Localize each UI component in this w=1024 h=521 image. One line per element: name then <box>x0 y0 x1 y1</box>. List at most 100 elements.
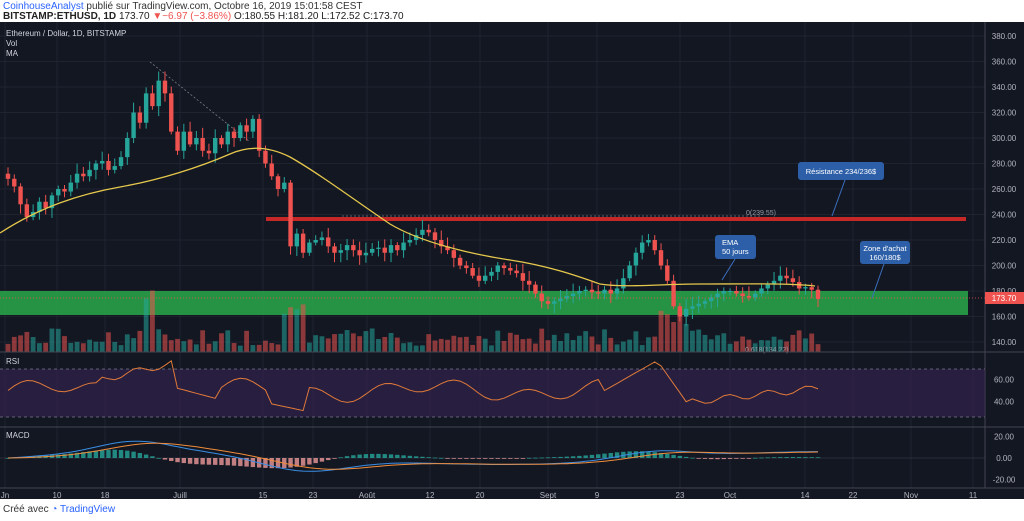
time-axis[interactable]: Jn 10 18 Juill 15 23 Août 12 20 Sept 9 23 Oct 14 22 Nov… <box>1 491 978 499</box>
price-chart[interactable]: 0(239.55) 0.618(134.22) Ethereum / Dolla… <box>0 22 1024 499</box>
volume-bar <box>275 344 281 352</box>
macd-hist-bar <box>200 458 205 465</box>
macd-hist-bar <box>583 455 588 458</box>
volume-bar <box>55 328 61 352</box>
price-tick-label: 380.00 <box>992 32 1017 41</box>
macd-hist-bar <box>614 452 620 458</box>
candle-body <box>93 163 99 170</box>
macd-hist-bar <box>175 458 180 463</box>
volume-bar <box>219 333 224 352</box>
volume-bar <box>369 328 375 352</box>
candle-body <box>627 265 632 279</box>
candle-body <box>495 265 500 272</box>
volume-bar <box>407 342 413 352</box>
author-link[interactable]: CoinhouseAnalyst <box>3 1 84 12</box>
time-tick-label: 10 <box>53 491 62 499</box>
macd-hist-bar <box>137 452 143 458</box>
macd-hist-bar <box>156 457 161 459</box>
macd-tick-label: 0.00 <box>996 454 1012 463</box>
volume-bar <box>545 340 551 352</box>
candle-body <box>464 265 469 269</box>
volume-bar <box>683 323 689 352</box>
buy-zone-callout-line1: Zone d'achat <box>863 244 907 253</box>
volume-bar <box>489 345 494 352</box>
macd-hist-bar <box>432 457 438 459</box>
volume-bar <box>539 328 545 352</box>
candle-body <box>470 268 475 276</box>
candle-body <box>219 138 224 145</box>
macd-hist-bar <box>671 454 676 458</box>
volume-bar <box>551 334 557 352</box>
volume-bar <box>727 343 733 352</box>
candle-body <box>602 289 607 294</box>
volume-bar <box>281 313 287 352</box>
macd-hist-bar <box>112 449 117 458</box>
volume-bar <box>746 339 752 352</box>
macd-hist-bar <box>608 452 613 458</box>
time-tick-label: 12 <box>426 491 435 499</box>
candle-body <box>401 242 406 251</box>
tradingview-link[interactable]: TradingView <box>60 504 116 515</box>
candle-body <box>125 138 130 158</box>
volume-bar <box>602 329 607 352</box>
candle-body <box>457 257 463 266</box>
candle-body <box>771 280 777 285</box>
macd-hist-bar <box>250 458 256 468</box>
volume-bar <box>476 336 482 352</box>
last-price-tag-text: 173.70 <box>992 294 1017 303</box>
symbol-title: Ethereum / Dollar, 1D, BITSTAMP <box>6 29 126 38</box>
price-tick-label: 140.00 <box>992 338 1017 347</box>
candle-body <box>583 289 588 291</box>
macd-hist-bar <box>206 458 212 465</box>
rsi-line <box>7 359 819 412</box>
candle-body <box>18 186 23 205</box>
macd-hist-bar <box>351 455 356 458</box>
buy-zone-callout: Zone d'achat 160/180$ <box>860 241 910 299</box>
volume-bar <box>652 336 658 352</box>
macd-hist-bar <box>363 454 369 458</box>
price-axis[interactable]: 140.00 160.00 180.00 200.00 220.00 240.00 260.… <box>992 32 1017 347</box>
macd-hist-bar <box>702 458 708 459</box>
volume-bar <box>401 343 406 352</box>
macd-hist-bar <box>665 453 670 458</box>
volume-bar <box>614 344 620 352</box>
macd-hist-bar <box>558 456 563 458</box>
candle-body <box>206 150 212 154</box>
volume-bar <box>181 341 187 352</box>
candle-body <box>282 182 287 189</box>
volume-bar <box>771 336 777 352</box>
volume-bar <box>690 330 695 352</box>
volume-bar <box>784 341 790 352</box>
rsi-label: RSI <box>6 357 19 366</box>
macd-hist-bar <box>602 453 607 458</box>
macd-hist-bar <box>169 458 174 461</box>
candle-body <box>439 240 444 247</box>
volume-bar <box>357 336 363 352</box>
time-tick-label: Jn <box>1 491 9 499</box>
macd-hist-bar <box>753 457 758 459</box>
volume-bar <box>24 331 30 352</box>
candle-body <box>501 265 507 269</box>
macd-hist-bar <box>332 458 337 459</box>
volume-bar <box>244 330 250 352</box>
candle-body <box>238 125 243 138</box>
volume-bar <box>99 341 105 352</box>
macd-hist-bar <box>219 458 224 466</box>
macd-hist-bar <box>231 458 237 466</box>
macd-hist-bar <box>727 458 733 459</box>
candle-body <box>815 289 821 300</box>
candle-body <box>118 157 124 167</box>
time-tick-label: Sept <box>540 491 557 499</box>
macd-hist-bar <box>784 457 789 458</box>
macd-hist-bar <box>131 451 136 458</box>
macd-hist-bar <box>570 456 576 458</box>
candle-body <box>43 201 48 209</box>
ohlc-line: BITSTAMP:ETHUSD, 1D 173.70 ▼−6.97 (−3.86… <box>3 11 404 22</box>
candle-body <box>589 289 595 293</box>
volume-bar <box>533 343 538 352</box>
ema-callout-line1: EMA <box>722 238 738 247</box>
volume-bar <box>633 331 639 352</box>
volume-bar <box>570 339 576 352</box>
candle-body <box>169 93 174 132</box>
volume-bar <box>696 329 702 352</box>
